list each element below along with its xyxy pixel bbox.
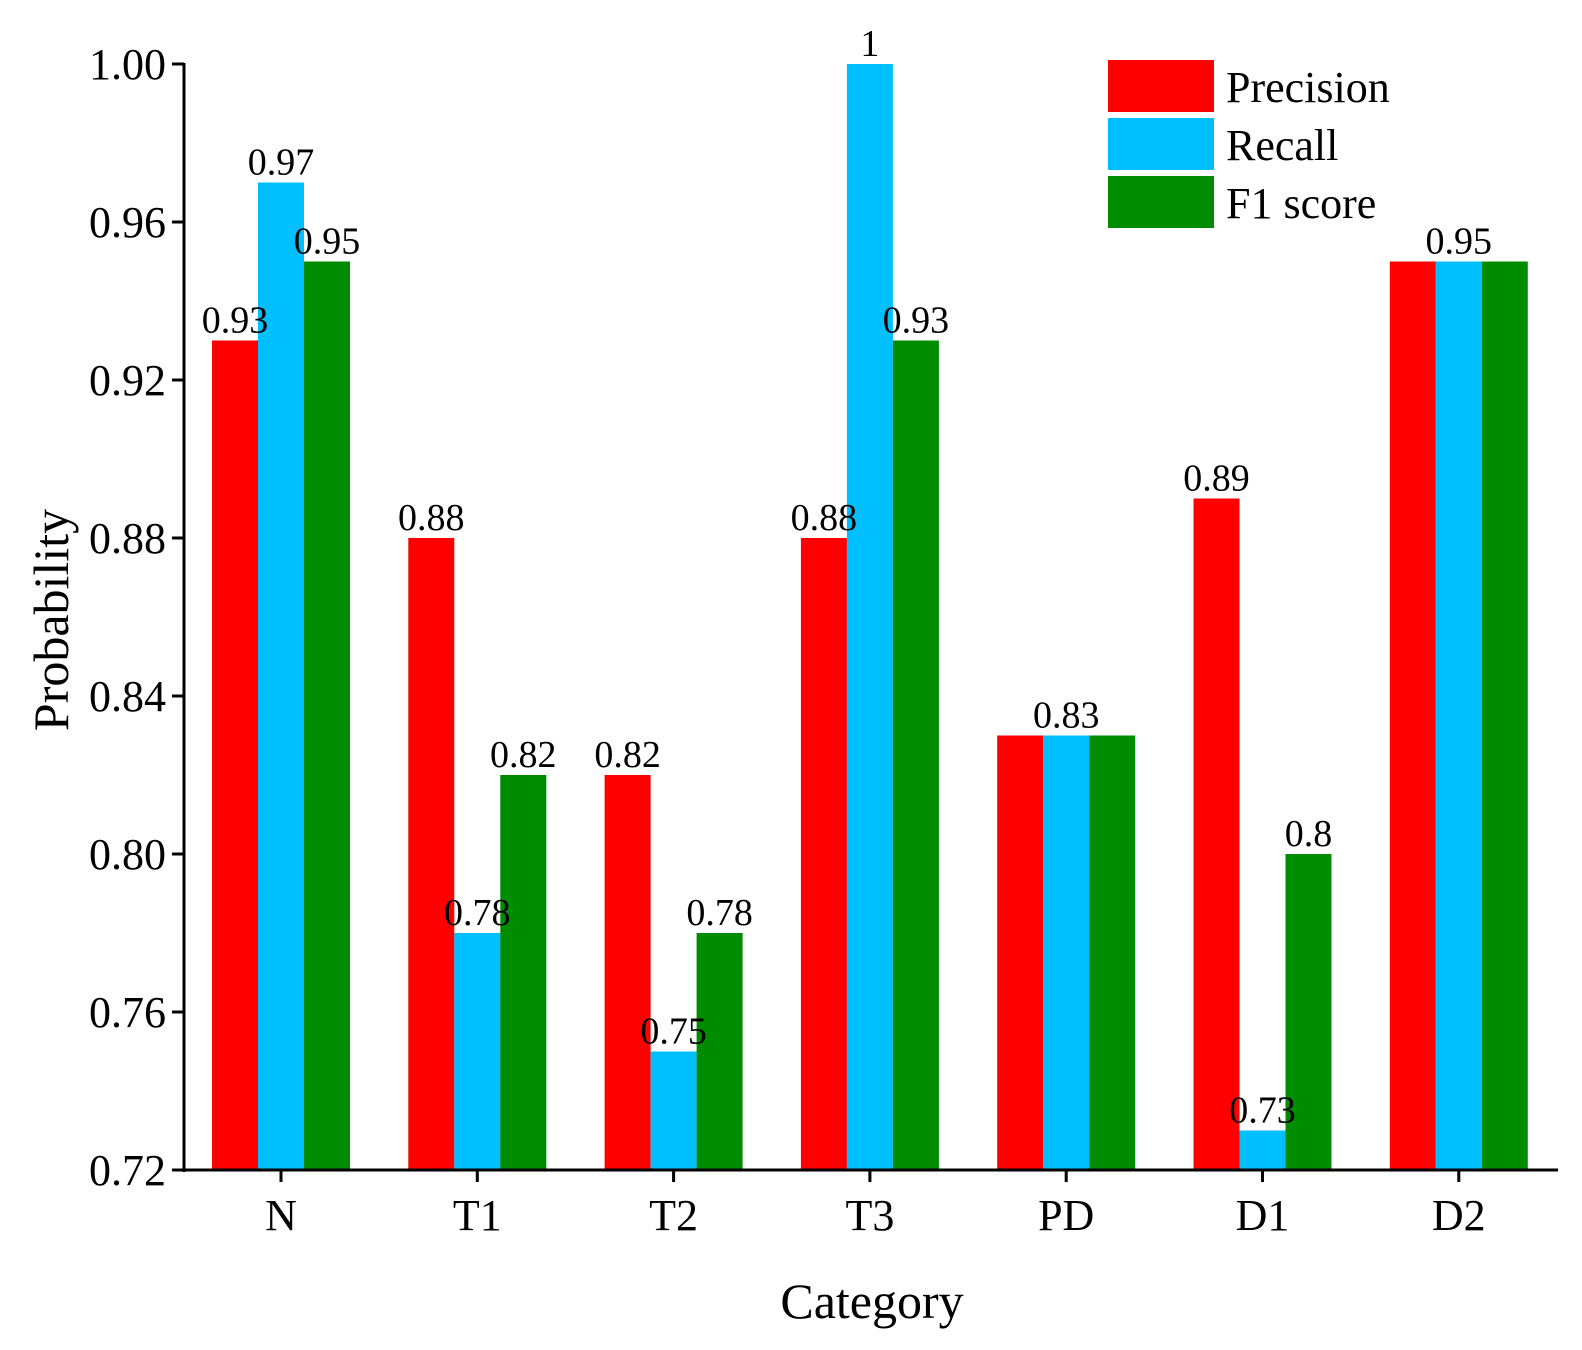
data-label-n-recall: 0.97 xyxy=(248,142,315,184)
x-tick-label-n: N xyxy=(265,1191,297,1240)
data-label-d1-f1-score: 0.8 xyxy=(1285,813,1333,855)
bar-d2-precision xyxy=(1389,261,1436,1170)
bar-d2-f1-score xyxy=(1481,261,1528,1170)
legend-label-recall: Recall xyxy=(1226,121,1338,170)
bar-t3-precision xyxy=(800,538,847,1170)
legend-swatch-recall xyxy=(1108,118,1214,170)
data-label-t2-recall: 0.75 xyxy=(640,1011,707,1053)
bar-t2-recall xyxy=(650,1051,697,1170)
bar-t3-f1-score xyxy=(892,340,939,1170)
x-tick-label-d1: D1 xyxy=(1236,1191,1290,1240)
data-label-n-f1-score: 0.95 xyxy=(294,221,361,263)
legend-swatch-f1-score xyxy=(1108,176,1214,228)
data-label-d1-precision: 0.89 xyxy=(1183,458,1250,500)
y-tick-label: 0.88 xyxy=(89,514,166,563)
data-label-t2-f1-score: 0.78 xyxy=(686,892,753,934)
legend: Precision Recall F1 score xyxy=(1108,60,1390,228)
data-label-t2-precision: 0.82 xyxy=(594,734,661,776)
bar-n-precision xyxy=(212,340,258,1170)
bar-t1-f1-score xyxy=(500,775,547,1170)
y-tick-label: 0.84 xyxy=(89,672,166,721)
bar-t2-f1-score xyxy=(696,933,743,1170)
x-tick-label-t2: T2 xyxy=(649,1191,698,1240)
bar-d2-recall xyxy=(1435,261,1482,1170)
data-label-pd-recall: 0.83 xyxy=(1033,695,1100,737)
legend-swatch-precision xyxy=(1108,60,1214,112)
bar-t2-precision xyxy=(604,775,651,1170)
legend-label-precision: Precision xyxy=(1226,63,1390,112)
x-tick-label-t1: T1 xyxy=(453,1191,502,1240)
data-label-t3-f1-score: 0.93 xyxy=(883,300,950,342)
x-axis-title: Category xyxy=(780,1273,963,1329)
y-tick-label: 0.80 xyxy=(89,830,166,879)
data-label-d2-recall: 0.95 xyxy=(1426,221,1493,263)
bar-n-recall xyxy=(258,182,304,1170)
bar-t1-recall xyxy=(454,933,501,1170)
bar-pd-recall xyxy=(1043,735,1090,1170)
bar-d1-f1-score xyxy=(1285,854,1332,1170)
bar-pd-f1-score xyxy=(1089,735,1136,1170)
x-tick-label-d2: D2 xyxy=(1432,1191,1486,1240)
bar-t1-precision xyxy=(408,538,455,1170)
x-tick-label-t3: T3 xyxy=(845,1191,894,1240)
data-label-t3-precision: 0.88 xyxy=(791,497,858,539)
y-axis-title: Probability xyxy=(23,509,79,731)
data-label-t3-recall: 1 xyxy=(860,23,879,65)
y-tick-label: 0.76 xyxy=(89,988,166,1037)
data-label-t1-recall: 0.78 xyxy=(444,892,511,934)
bar-t3-recall xyxy=(846,64,893,1170)
y-tick-label: 0.96 xyxy=(89,198,166,247)
data-label-n-precision: 0.93 xyxy=(202,300,269,342)
bar-d1-precision xyxy=(1193,498,1240,1170)
data-labels-layer: 0.93 0.97 0.95 0.88 0.78 0.82 0.82 0.75 0.78 0.88… xyxy=(202,23,1492,1132)
data-label-d1-recall: 0.73 xyxy=(1229,1090,1296,1132)
x-tick-label-pd: PD xyxy=(1038,1191,1094,1240)
data-label-t1-precision: 0.88 xyxy=(398,497,465,539)
y-tick-label: 0.92 xyxy=(89,356,166,405)
axes-layer: 0.72 0.76 0.80 0.84 0.88 0.92 0.96 1.00 N T1 T2 T3 P… xyxy=(89,40,1558,1240)
y-tick-label: 1.00 xyxy=(89,40,166,89)
bar-pd-precision xyxy=(997,735,1044,1170)
legend-label-f1-score: F1 score xyxy=(1226,179,1376,228)
bar-d1-recall xyxy=(1239,1130,1286,1170)
bar-n-f1-score xyxy=(304,261,350,1170)
y-tick-label: 0.72 xyxy=(89,1146,166,1195)
bars-layer xyxy=(212,64,1528,1170)
data-label-t1-f1-score: 0.82 xyxy=(490,734,557,776)
